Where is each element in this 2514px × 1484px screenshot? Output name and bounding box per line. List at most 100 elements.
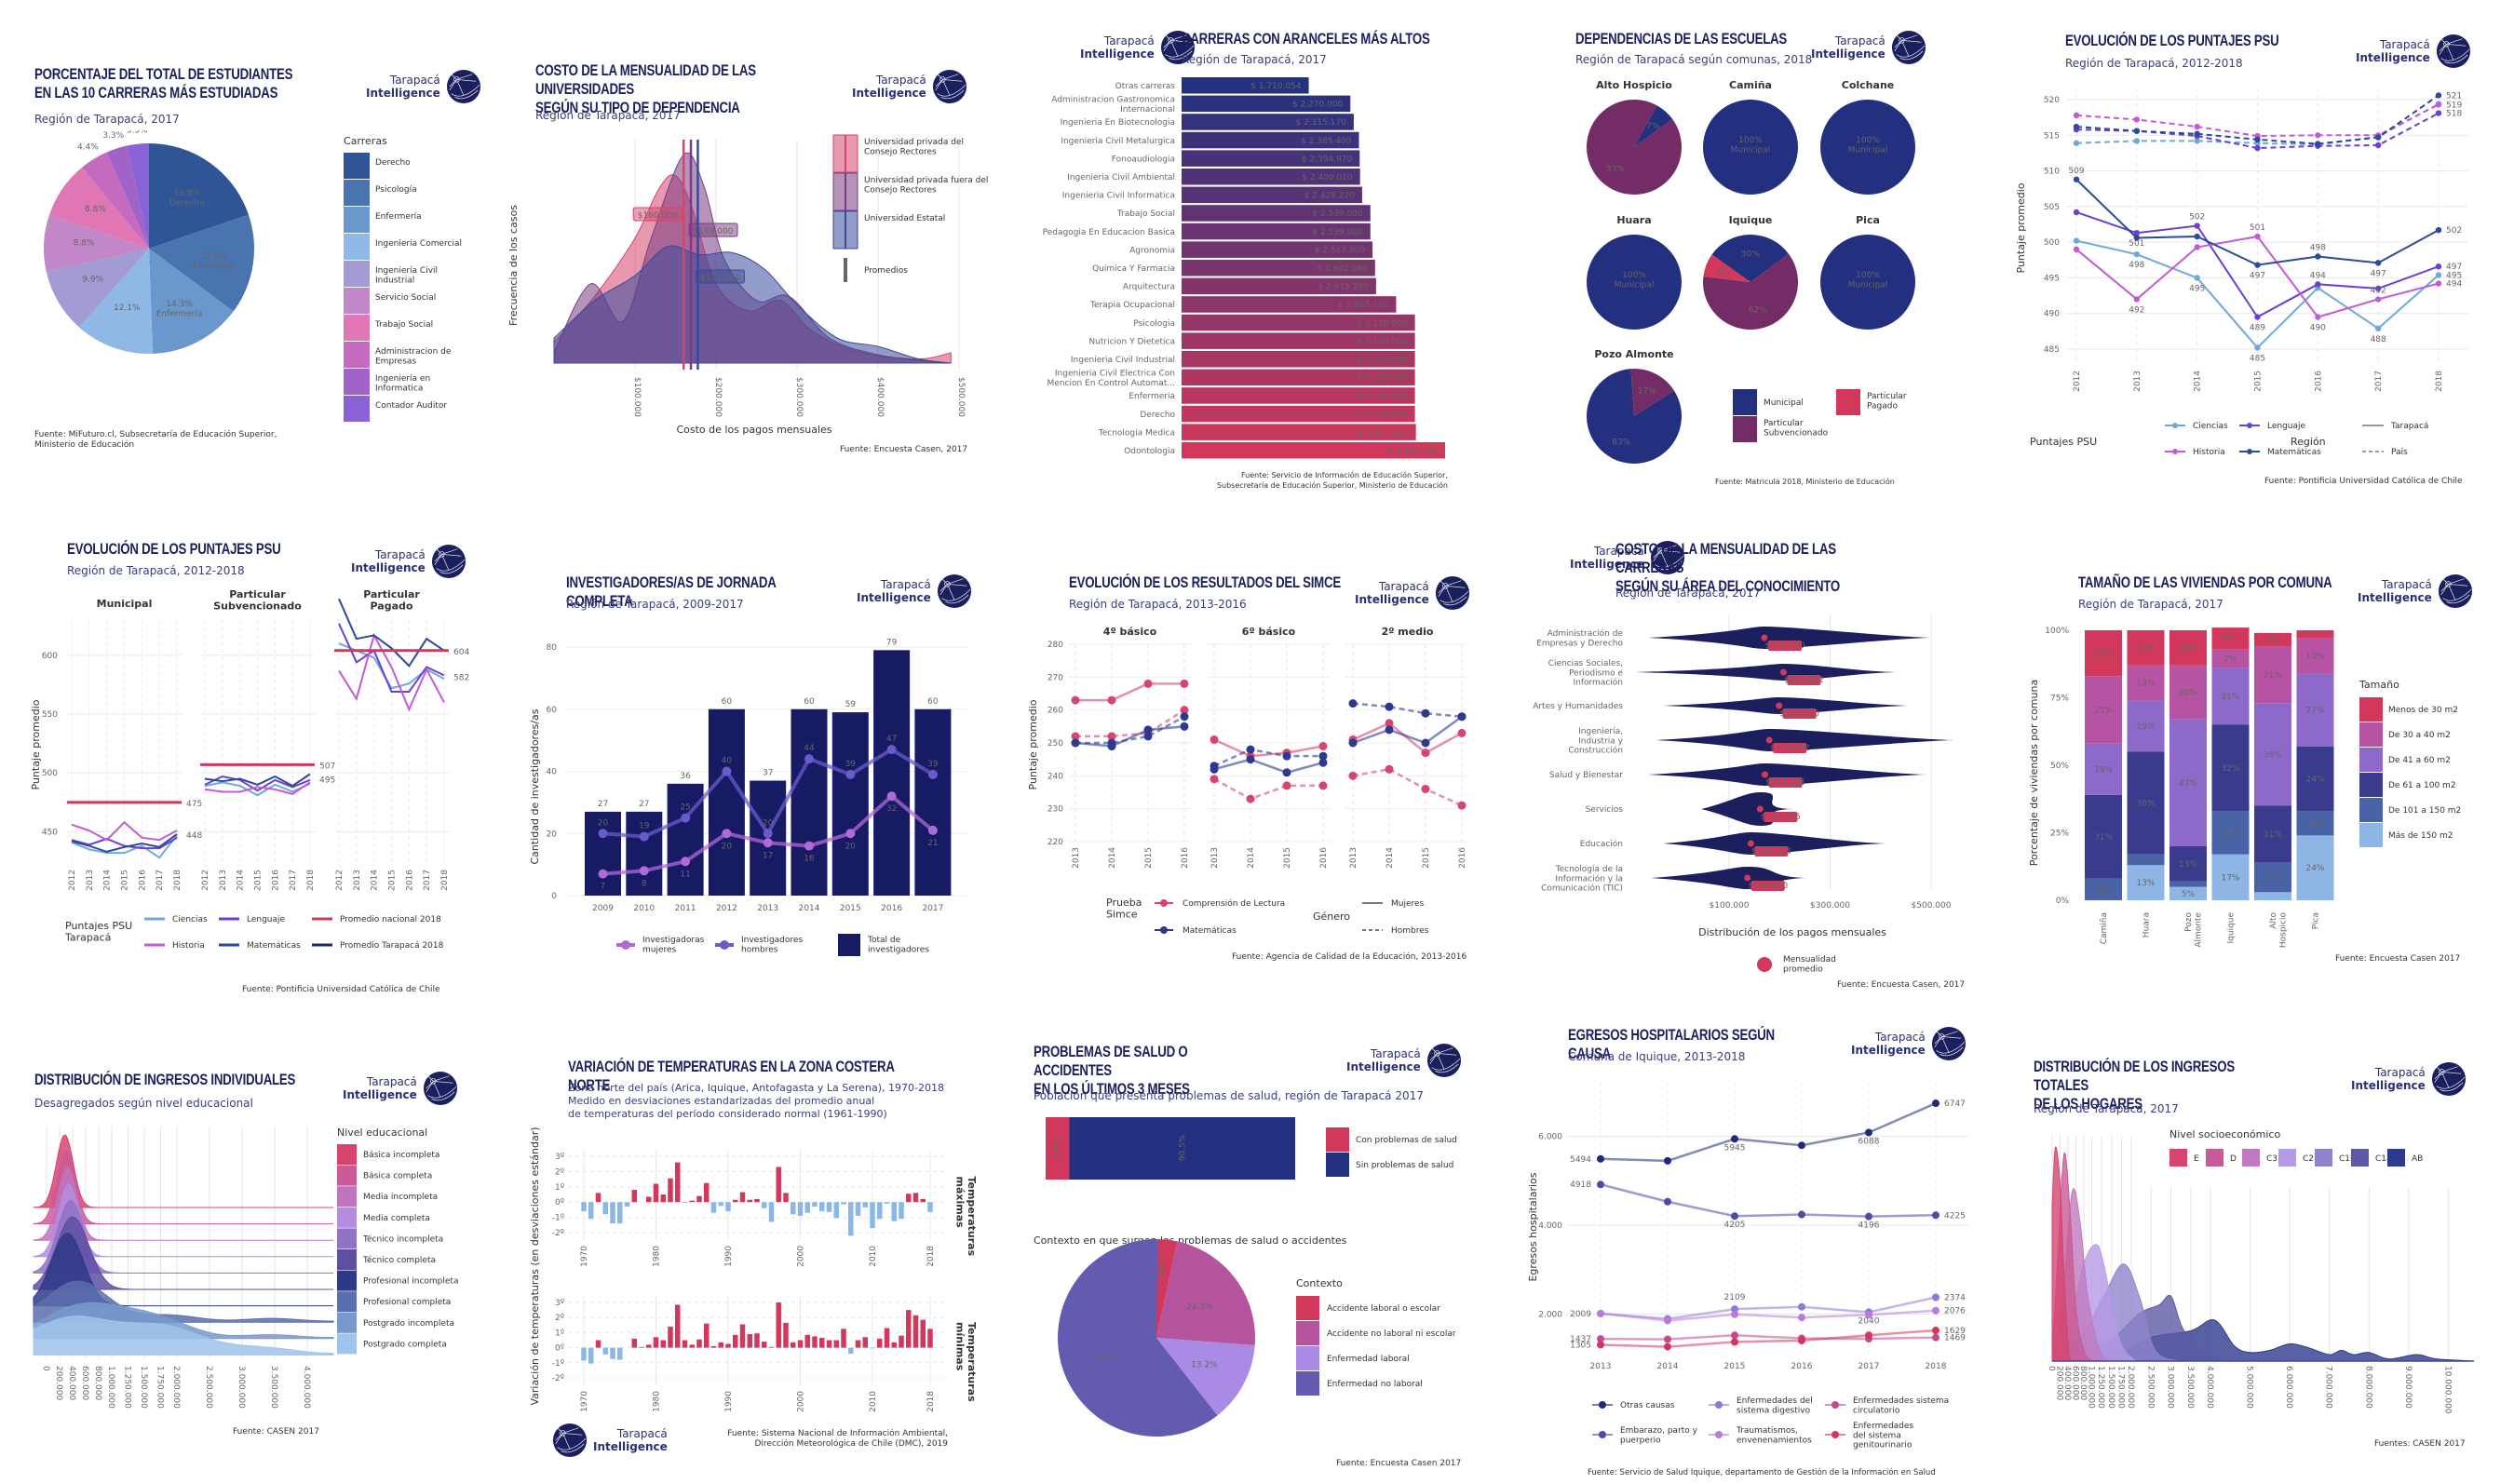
chart-salud: 9.5% 90.5% Con problemas de salud Sin probl… bbox=[1034, 1117, 1457, 1437]
data-label: 1469 bbox=[1944, 1334, 1966, 1343]
data-label: 498 bbox=[2129, 261, 2144, 270]
chart-aranceles: $ 1.710.054 Otras carreras $ 2.270.000 Admi… bbox=[1043, 77, 1445, 459]
bar bbox=[754, 1333, 760, 1348]
data-point bbox=[1731, 1338, 1738, 1346]
x-tick-label: 2018 bbox=[926, 1391, 936, 1412]
y-tick-label: 495 bbox=[2044, 274, 2060, 283]
legend-label: Técnico incompleta bbox=[362, 1234, 443, 1244]
panel-subtitle: Región de Tarapacá, 2009-2017 bbox=[566, 598, 744, 611]
data-point bbox=[1318, 751, 1328, 761]
legend-dot bbox=[1599, 1401, 1606, 1409]
bar bbox=[646, 1196, 652, 1203]
bar bbox=[639, 1346, 644, 1348]
source-note: Fuente: Sistema Nacional de Información … bbox=[727, 1429, 948, 1449]
x-tick-label: 600.000 bbox=[80, 1366, 89, 1400]
data-label: 19 bbox=[639, 822, 650, 831]
legend-swatch bbox=[1326, 1127, 1349, 1152]
data-label: 21 bbox=[927, 839, 938, 848]
legend-label: E bbox=[2194, 1154, 2199, 1164]
data-point bbox=[1597, 1309, 1604, 1317]
panel-title: Distribución de los ingresos totales de … bbox=[2034, 1058, 2235, 1113]
pie-slice-6 bbox=[49, 167, 149, 249]
segment-label: 13% bbox=[2136, 879, 2155, 888]
bar bbox=[899, 1202, 904, 1220]
segment-label: 19% bbox=[2136, 722, 2155, 732]
x-tick-label: $500.000 bbox=[956, 377, 966, 417]
violin-shape bbox=[1648, 627, 1931, 649]
mean-label-box bbox=[1764, 812, 1798, 822]
category-label: Ingenieria Civil Industrial bbox=[1071, 356, 1175, 365]
stacked-segment bbox=[2127, 854, 2165, 866]
data-point bbox=[2435, 263, 2442, 270]
legend-label: Servicio Social bbox=[375, 293, 436, 303]
legend-title: Nivel socioeconómico bbox=[2169, 1128, 2280, 1140]
data-label: 492 bbox=[2129, 305, 2144, 315]
slice-label: 3.3% bbox=[127, 130, 148, 136]
pie-slice-8 bbox=[106, 145, 149, 249]
pie-slice bbox=[1820, 99, 1915, 196]
category-label: Administracion Gastronomica Internacional bbox=[1051, 96, 1175, 115]
data-point bbox=[2073, 140, 2080, 146]
legend-label: Enfermedad laboral bbox=[1327, 1355, 1410, 1364]
y-tick-label: 600 bbox=[42, 652, 58, 661]
series-line bbox=[1600, 1333, 1937, 1341]
mean-label: $171.125 bbox=[1765, 778, 1805, 788]
data-point bbox=[2315, 141, 2321, 147]
data-label: 518 bbox=[2446, 110, 2462, 119]
legend-swatch bbox=[2169, 1149, 2187, 1167]
slice-label: 14.3% Enfermería bbox=[156, 300, 203, 318]
slice-label: 60.8% bbox=[1091, 1353, 1118, 1362]
series-line bbox=[71, 833, 178, 853]
y-tick-label: 80 bbox=[547, 643, 558, 653]
legend-swatch bbox=[337, 1228, 357, 1249]
bar bbox=[675, 1162, 681, 1203]
data-label: 20 bbox=[722, 842, 733, 851]
legend-label: Historia bbox=[172, 941, 205, 951]
chart-dependencias: Alto Hospicio 7% 93% Camiña 100% Municipal Col… bbox=[1587, 79, 1915, 464]
stacked-segment bbox=[2169, 630, 2207, 666]
y-tick-label: 2.000 bbox=[1538, 1310, 1562, 1319]
panel-title: Variación de temperaturas en la zona cos… bbox=[568, 1058, 895, 1094]
data-point bbox=[927, 825, 938, 835]
x-tick-label: 9.000.000 bbox=[2403, 1366, 2413, 1409]
data-label: 20 bbox=[598, 818, 609, 828]
brand-line1: Tarapacá bbox=[374, 548, 426, 561]
data-point bbox=[722, 829, 732, 839]
source-note: Fuente: Servicio de Salud Iquique, depar… bbox=[1588, 1468, 1936, 1477]
slice-label: 93% bbox=[1606, 165, 1625, 174]
bar bbox=[739, 1192, 746, 1203]
globe-network-icon bbox=[2438, 573, 2472, 609]
bar bbox=[1182, 241, 1373, 258]
y-axis-title: Puntaje promedio bbox=[30, 699, 42, 789]
x-tick-label: 3.500.000 bbox=[269, 1366, 278, 1409]
slice-label: 62% bbox=[1749, 306, 1767, 316]
legend-dot bbox=[1715, 1431, 1723, 1438]
data-point bbox=[1107, 732, 1116, 741]
bar bbox=[891, 1342, 897, 1348]
mean-point bbox=[1744, 874, 1751, 882]
bar bbox=[819, 1202, 825, 1212]
data-point bbox=[639, 831, 649, 842]
data-point bbox=[1421, 784, 1430, 793]
category-label: Educación bbox=[1580, 839, 1623, 849]
segment-label: 21% bbox=[2221, 693, 2239, 702]
series-line bbox=[1213, 748, 1323, 767]
bar bbox=[660, 1340, 666, 1348]
brand-line2: Intelligence bbox=[1080, 47, 1155, 61]
y-tick-label: -1º bbox=[552, 1214, 564, 1223]
panel-title: Investigadores/as de jornada completa bbox=[566, 573, 777, 610]
data-label: 16 bbox=[804, 855, 815, 864]
legend-swatch bbox=[337, 1333, 357, 1355]
data-label: 2040 bbox=[1858, 1316, 1880, 1326]
legend-title: Puntajes PSU Tarapacá bbox=[64, 920, 132, 944]
y-tick-label: 500 bbox=[2044, 238, 2060, 248]
panel-salud: Problemas de salud o accidentes en los ú… bbox=[1006, 1005, 1508, 1484]
pie-slice bbox=[1156, 1338, 1255, 1416]
legend-label: C1b bbox=[2339, 1154, 2356, 1164]
x-tick-label: 1.750.000 bbox=[155, 1366, 165, 1409]
data-point bbox=[1071, 695, 1080, 705]
bar bbox=[914, 708, 952, 896]
violin-shape bbox=[1663, 697, 1909, 714]
bar bbox=[1182, 150, 1360, 167]
panel-ingresos-hogares: Distribución de los ingresos totales de … bbox=[2011, 1005, 2514, 1484]
